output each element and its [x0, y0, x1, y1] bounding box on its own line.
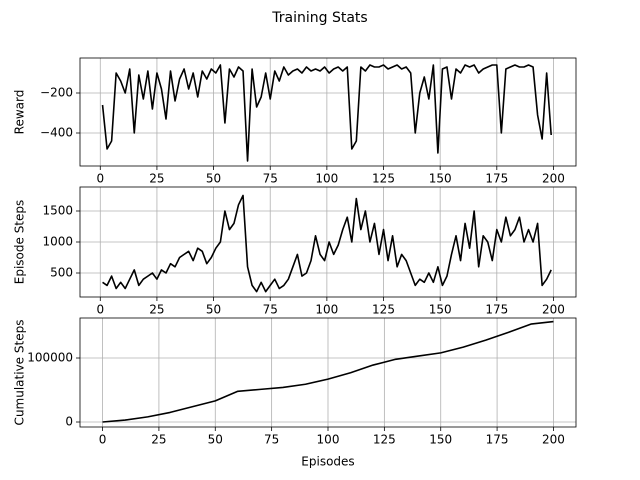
x-tick-label: 200 [542, 172, 565, 186]
x-tick-label: 25 [151, 433, 166, 447]
y-axis-label: Episode Steps [13, 200, 27, 285]
x-tick-label: 150 [429, 433, 452, 447]
line [101, 64, 552, 162]
axes-frame [79, 186, 577, 298]
x-tick-label: 75 [263, 172, 278, 186]
x-tick-label: 125 [372, 303, 395, 317]
x-tick-label: 50 [206, 172, 221, 186]
x-tick-label: 150 [429, 172, 452, 186]
figure-title: Training Stats [271, 10, 367, 26]
y-tick-label: 0 [65, 415, 73, 429]
x-axis-label: Episodes [301, 455, 354, 469]
line [102, 320, 554, 423]
y-tick-label: 500 [50, 266, 73, 280]
x-tick-label: 150 [429, 303, 452, 317]
x-tick-label: 200 [542, 433, 565, 447]
x-tick-label: 175 [485, 172, 508, 186]
x-tick-label: 50 [206, 303, 221, 317]
x-tick-label: 200 [542, 303, 565, 317]
y-tick-label: −200 [40, 86, 73, 100]
x-tick-label: 175 [486, 433, 509, 447]
x-tick-label: 25 [149, 172, 164, 186]
axes-frame [79, 57, 577, 167]
y-tick-label: 1500 [42, 203, 73, 217]
axes-frame [79, 317, 577, 428]
x-tick-label: 100 [315, 172, 338, 186]
x-tick-label: 0 [99, 433, 107, 447]
x-tick-label: 75 [263, 303, 278, 317]
x-tick-label: 75 [264, 433, 279, 447]
line [102, 194, 552, 293]
y-tick-label: 1000 [42, 235, 73, 249]
y-axis-label: Cumulative Steps [13, 320, 27, 426]
x-tick-label: 175 [485, 303, 508, 317]
x-tick-label: 0 [96, 172, 104, 186]
x-tick-label: 100 [317, 433, 340, 447]
x-tick-label: 100 [315, 303, 338, 317]
y-tick-label: 100000 [27, 351, 73, 365]
x-tick-label: 125 [373, 433, 396, 447]
y-tick-label: −400 [40, 126, 73, 140]
x-tick-label: 25 [149, 303, 164, 317]
x-tick-label: 50 [208, 433, 223, 447]
x-tick-label: 0 [96, 303, 104, 317]
y-axis-label: Reward [13, 90, 27, 135]
x-tick-label: 125 [372, 172, 395, 186]
